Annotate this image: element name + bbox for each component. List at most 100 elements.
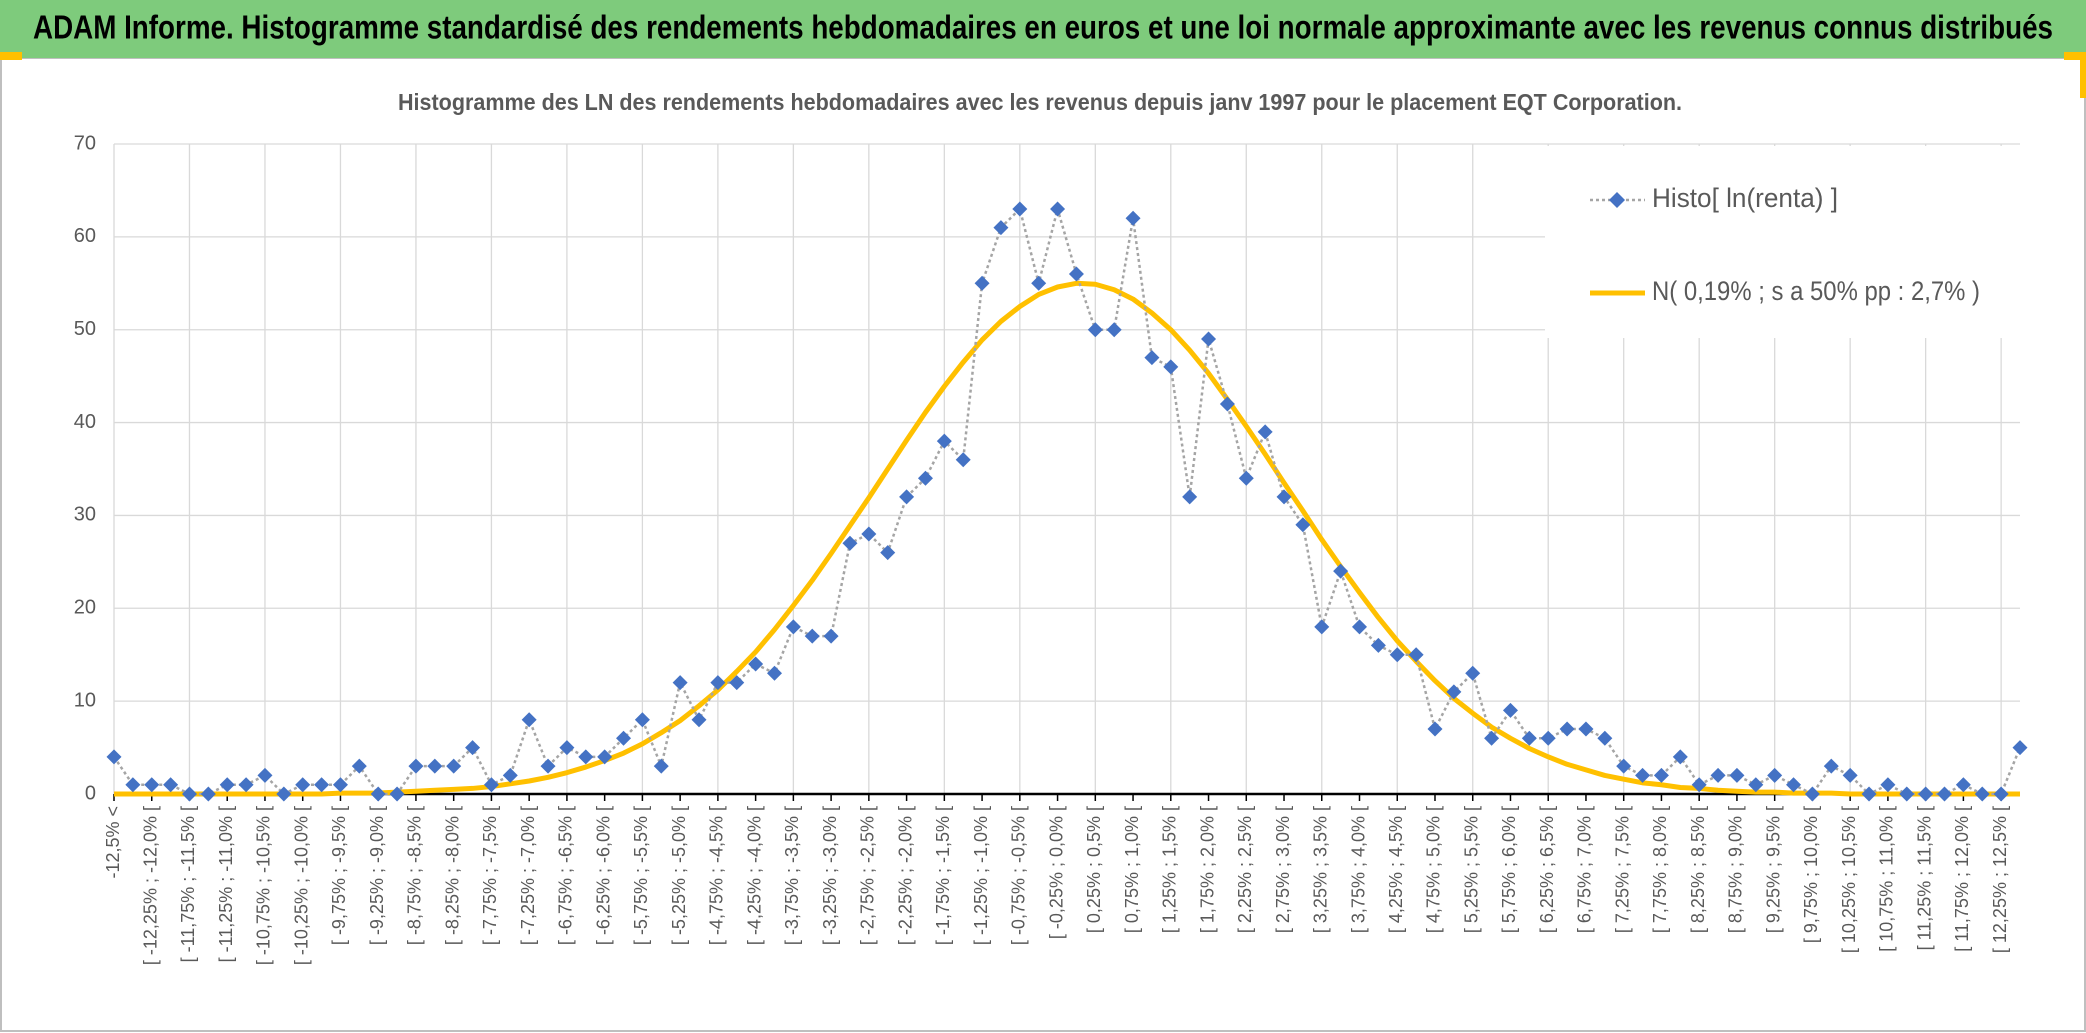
diamond-marker xyxy=(1653,767,1669,783)
diamond-marker xyxy=(314,777,330,793)
corner-mark xyxy=(0,52,22,60)
diamond-marker xyxy=(2012,740,2028,756)
legend-box xyxy=(1545,146,2020,338)
x-tick-label: [ -1,25% ; -1,0% [ xyxy=(971,806,991,945)
diamond-marker xyxy=(993,220,1009,236)
diamond-marker xyxy=(1691,777,1707,793)
diamond-marker xyxy=(125,777,141,793)
diamond-marker xyxy=(1465,665,1481,681)
x-tick-label: [ -3,75% ; -3,5% [ xyxy=(782,806,802,945)
diamond-marker xyxy=(521,712,537,728)
diamond-marker xyxy=(1238,470,1254,486)
x-tick-label: [ 10,25% ; 10,5% [ xyxy=(1839,806,1859,953)
diamond-marker xyxy=(672,675,688,691)
diamond-marker xyxy=(1201,331,1217,347)
chart-title: ADAM Informe. Histogramme standardisé de… xyxy=(33,9,2053,46)
y-tick-label: 60 xyxy=(74,225,96,247)
diamond-marker xyxy=(1540,730,1556,746)
diamond-marker xyxy=(559,740,575,756)
x-tick-label: [ -8,75% ; -8,5% [ xyxy=(405,806,425,945)
x-tick-label: [ 1,25% ; 1,5% [ xyxy=(1160,806,1180,933)
legend-marker xyxy=(1609,192,1625,208)
diamond-marker xyxy=(465,740,481,756)
diamond-marker xyxy=(502,767,518,783)
corner-mark xyxy=(2080,58,2086,98)
diamond-marker xyxy=(1597,730,1613,746)
x-tick-label: [ 8,75% ; 9,0% [ xyxy=(1726,806,1746,933)
diamond-marker xyxy=(1408,647,1424,663)
diamond-marker xyxy=(842,535,858,551)
diamond-marker xyxy=(1672,749,1688,765)
diamond-marker xyxy=(1050,201,1066,217)
diamond-marker xyxy=(257,767,273,783)
x-tick-label: [ -5,75% ; -5,5% [ xyxy=(631,806,651,945)
diamond-marker xyxy=(200,786,216,802)
diamond-marker xyxy=(1125,210,1141,226)
x-tick-label: [ 2,75% ; 3,0% [ xyxy=(1273,806,1293,933)
corner-mark xyxy=(2064,52,2086,60)
diamond-marker xyxy=(804,628,820,644)
x-tick-label: [ -8,25% ; -8,0% [ xyxy=(442,806,462,945)
diamond-marker xyxy=(1144,350,1160,366)
x-tick-label: [ 1,75% ; 2,0% [ xyxy=(1197,806,1217,933)
diamond-marker xyxy=(1446,684,1462,700)
diamond-marker xyxy=(1219,396,1235,412)
diamond-marker xyxy=(1616,758,1632,774)
diamond-marker xyxy=(238,777,254,793)
x-tick-label: [ -6,75% ; -6,5% [ xyxy=(556,806,576,945)
x-tick-label: -12,5% < xyxy=(103,806,123,879)
diamond-marker xyxy=(974,275,990,291)
legend-label: Histo[ ln(renta) ] xyxy=(1652,183,1838,213)
x-tick-label: [ 12,25% ; 12,5% [ xyxy=(1990,806,2010,953)
y-tick-label: 40 xyxy=(74,411,96,433)
legend-label: N( 0,19% ; s a 50% pp : 2,7% ) xyxy=(1652,276,1980,306)
x-tick-label: [ -10,75% ; -10,5% [ xyxy=(254,806,274,965)
diamond-marker xyxy=(766,665,782,681)
diamond-marker xyxy=(1389,647,1405,663)
x-tick-label: [ 8,25% ; 8,5% [ xyxy=(1688,806,1708,933)
diamond-marker xyxy=(861,526,877,542)
diamond-marker xyxy=(1106,322,1122,338)
x-tick-label: [ 5,75% ; 6,0% [ xyxy=(1499,806,1519,933)
diamond-marker xyxy=(1182,489,1198,505)
x-tick-label: [ 9,75% ; 10,0% [ xyxy=(1801,806,1821,943)
x-tick-label: [ 7,25% ; 7,5% [ xyxy=(1612,806,1632,933)
diamond-marker xyxy=(1767,767,1783,783)
diamond-marker xyxy=(616,730,632,746)
diamond-marker xyxy=(1257,424,1273,440)
diamond-marker xyxy=(823,628,839,644)
x-tick-label: [ -7,75% ; -7,5% [ xyxy=(480,806,500,945)
x-tick-label: [ -7,25% ; -7,0% [ xyxy=(518,806,538,945)
diamond-marker xyxy=(276,786,292,802)
diamond-marker xyxy=(295,777,311,793)
x-tick-label: [ -2,25% ; -2,0% [ xyxy=(895,806,915,945)
diamond-marker xyxy=(1993,786,2009,802)
diamond-marker xyxy=(181,786,197,802)
x-tick-label: [ -0,75% ; -0,5% [ xyxy=(1009,806,1029,945)
diamond-marker xyxy=(936,433,952,449)
diamond-marker xyxy=(540,758,556,774)
diamond-marker xyxy=(1012,201,1028,217)
diamond-marker xyxy=(1804,786,1820,802)
diamond-marker xyxy=(597,749,613,765)
diamond-marker xyxy=(1502,702,1518,718)
y-tick-label: 0 xyxy=(85,782,96,804)
x-tick-label: [ -9,75% ; -9,5% [ xyxy=(329,806,349,945)
diamond-marker xyxy=(1559,721,1575,737)
diamond-marker xyxy=(1333,563,1349,579)
diamond-marker xyxy=(710,675,726,691)
diamond-marker xyxy=(1918,786,1934,802)
chart-subtitle: Histogramme des LN des rendements hebdom… xyxy=(398,89,1682,115)
x-tick-label: [ 9,25% ; 9,5% [ xyxy=(1763,806,1783,933)
x-tick-label: [ -12,25% ; -12,0% [ xyxy=(140,806,160,965)
diamond-marker xyxy=(691,712,707,728)
diamond-marker xyxy=(427,758,443,774)
diamond-marker xyxy=(144,777,160,793)
diamond-marker xyxy=(785,619,801,635)
diamond-marker xyxy=(1068,266,1084,282)
x-tick-label: [ 0,25% ; 0,5% [ xyxy=(1084,806,1104,933)
diamond-marker xyxy=(1635,767,1651,783)
x-tick-label: [ -0,25% ; 0,0% [ xyxy=(1046,806,1066,939)
x-tick-label: [ -2,75% ; -2,5% [ xyxy=(858,806,878,945)
diamond-marker xyxy=(370,786,386,802)
